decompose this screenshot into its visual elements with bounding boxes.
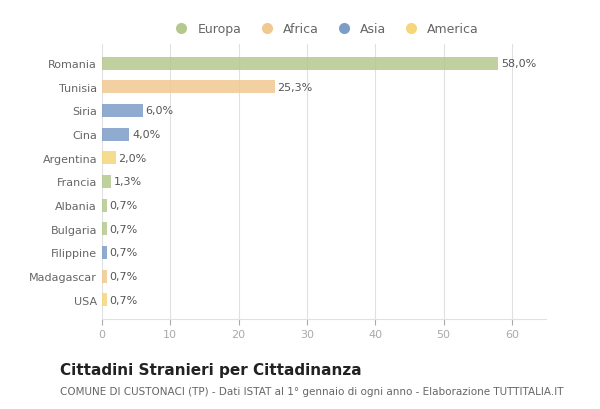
Text: 0,7%: 0,7% <box>110 272 138 281</box>
Bar <box>102 175 111 189</box>
Bar <box>102 152 116 165</box>
Text: 6,0%: 6,0% <box>146 106 174 116</box>
Bar <box>102 294 107 307</box>
Bar <box>102 81 275 94</box>
Legend: Europa, Africa, Asia, America: Europa, Africa, Asia, America <box>164 18 484 41</box>
Text: 4,0%: 4,0% <box>132 130 160 140</box>
Text: 2,0%: 2,0% <box>118 153 146 163</box>
Bar <box>102 223 107 236</box>
Text: 0,7%: 0,7% <box>110 201 138 211</box>
Text: Cittadini Stranieri per Cittadinanza: Cittadini Stranieri per Cittadinanza <box>60 362 362 377</box>
Text: 0,7%: 0,7% <box>110 248 138 258</box>
Bar <box>102 57 498 70</box>
Text: 1,3%: 1,3% <box>113 177 142 187</box>
Text: 0,7%: 0,7% <box>110 224 138 234</box>
Bar <box>102 105 143 118</box>
Bar <box>102 270 107 283</box>
Bar <box>102 128 130 141</box>
Text: 58,0%: 58,0% <box>501 59 536 69</box>
Bar <box>102 199 107 212</box>
Text: 0,7%: 0,7% <box>110 295 138 305</box>
Bar <box>102 246 107 259</box>
Text: COMUNE DI CUSTONACI (TP) - Dati ISTAT al 1° gennaio di ogni anno - Elaborazione : COMUNE DI CUSTONACI (TP) - Dati ISTAT al… <box>60 387 563 396</box>
Text: 25,3%: 25,3% <box>278 83 313 92</box>
